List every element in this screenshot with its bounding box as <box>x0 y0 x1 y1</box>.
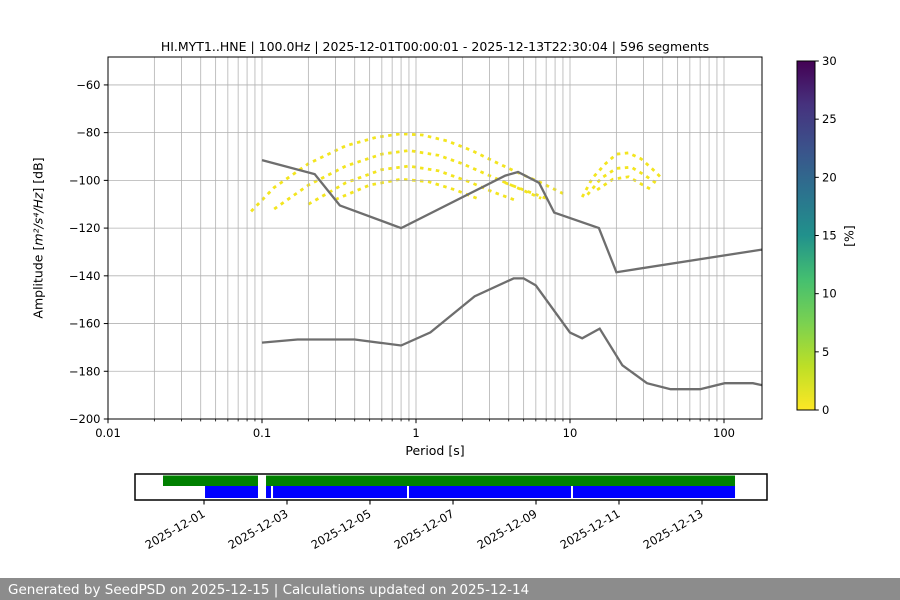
outlier-arc <box>334 177 481 201</box>
x-tick-label: 0.1 <box>253 426 271 440</box>
y-tick-label: −120 <box>69 221 101 235</box>
timeline-date-label: 2025-12-01 <box>143 506 208 552</box>
timeline-date-label: 2025-12-03 <box>226 506 291 552</box>
axis-ticks <box>103 84 725 424</box>
x-tick-label: 100 <box>713 426 735 440</box>
coverage-psd-segment <box>273 486 408 498</box>
colorbar-tick-label: 5 <box>822 345 829 359</box>
noise-model-nlnm-line <box>261 277 762 391</box>
colorbar <box>796 60 816 411</box>
y-tick-label: −160 <box>69 317 101 331</box>
plot-area <box>108 57 762 419</box>
y-tick-label: −140 <box>69 269 101 283</box>
coverage-data-segment <box>162 475 258 486</box>
y-tick-label: −180 <box>69 364 101 378</box>
footer-text: Generated by SeedPSD on 2025-12-15 | Cal… <box>8 582 530 598</box>
timeline-date-label: 2025-12-11 <box>558 506 623 552</box>
x-tick-label: 10 <box>563 426 578 440</box>
timeline-date-label: 2025-12-07 <box>392 506 457 552</box>
outlier-arc <box>596 175 653 192</box>
colorbar-label: [%] <box>841 225 857 247</box>
x-tick-label: 0.01 <box>95 426 121 440</box>
y-tick-label: −200 <box>69 412 101 426</box>
colorbar-tick-label: 20 <box>822 170 837 184</box>
y-tick-label: −100 <box>69 173 101 187</box>
coverage-psd-segment <box>205 486 258 498</box>
coverage-psd-segment <box>266 486 272 498</box>
coverage-data-segment <box>266 475 736 486</box>
outlier-arc <box>586 165 657 196</box>
timeline-date-label: 2025-12-09 <box>475 506 540 552</box>
plot-title: HI.MYT1..HNE | 100.0Hz | 2025-12-01T00:0… <box>160 39 710 54</box>
x-tick-label: 1 <box>412 426 419 440</box>
coverage-timeline: 2025-12-01 2025-12-03 2025-12-05 2025-12-07… <box>134 473 768 552</box>
colorbar-tick-label: 30 <box>822 54 837 68</box>
footer-bar: Generated by SeedPSD on 2025-12-15 | Cal… <box>0 578 900 600</box>
x-axis-label: Period [s] <box>405 443 465 458</box>
y-tick-label: −80 <box>76 126 100 140</box>
colorbar-tick-label: 0 <box>822 403 829 417</box>
ppsd-chart-canvas: 0.01 0.1 1 10 100−60−80−100−120−140−160−180−… <box>69 54 837 552</box>
plot-frame <box>107 56 763 420</box>
grid <box>108 57 762 419</box>
colorbar-tick-label: 10 <box>822 287 837 301</box>
outlier-arc <box>580 151 664 198</box>
timeline-date-label: 2025-12-05 <box>309 506 374 552</box>
noise-model-nhnm-line <box>261 158 762 274</box>
timeline-date-label: 2025-12-13 <box>641 506 706 552</box>
coverage-psd-segment <box>572 486 736 498</box>
outlier-arc <box>273 149 542 211</box>
coverage-psd-segment <box>408 486 572 498</box>
timeline-frame <box>134 473 768 501</box>
y-tick-label: −60 <box>76 78 100 92</box>
colorbar-tick-label: 25 <box>822 112 837 126</box>
colorbar-tick-label: 15 <box>822 229 837 243</box>
